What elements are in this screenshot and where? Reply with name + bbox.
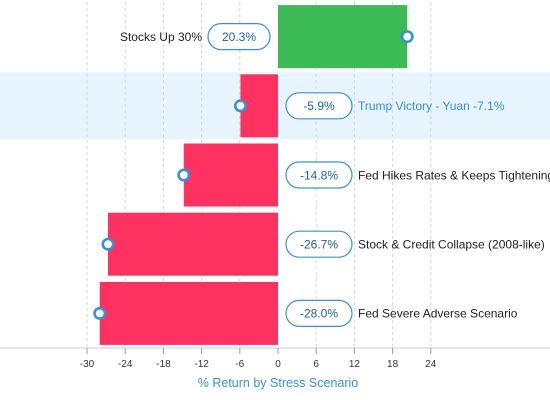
category-label: Trump Victory - Yuan -7.1% <box>358 99 505 113</box>
x-axis-title: % Return by Stress Scenario <box>198 376 359 390</box>
markers-layer <box>93 30 414 320</box>
x-tick-label: -6 <box>235 359 244 370</box>
value-label-pill <box>285 230 353 258</box>
value-label: 20.3% <box>222 30 256 44</box>
labels-layer: 20.3% Stocks Up 30% -5.9% Trump Victory - Y… <box>120 23 550 327</box>
value-label-pill <box>285 299 353 327</box>
category-label: Fed Severe Adverse Scenario <box>358 307 518 321</box>
x-tick-label: -30 <box>80 359 95 370</box>
x-axis: -30 -24 -18 -12 -6 0 6 12 18 24 <box>0 347 550 370</box>
value-label: -5.9% <box>303 99 335 113</box>
bars-layer <box>99 5 408 345</box>
bar-end-marker <box>177 168 191 182</box>
bar <box>99 281 278 345</box>
bar <box>108 212 278 276</box>
x-tick-label: 6 <box>313 359 319 370</box>
x-tick-label: -12 <box>194 359 209 370</box>
value-label-pill <box>207 23 271 51</box>
x-tick-label: 18 <box>387 359 399 370</box>
bar-end-marker <box>400 30 414 44</box>
x-tick-label: 24 <box>425 359 437 370</box>
value-label: -28.0% <box>300 307 338 321</box>
category-label: Stocks Up 30% <box>120 30 202 44</box>
category-label: Fed Hikes Rates & Keeps Tightening <box>358 168 550 182</box>
bar-end-marker <box>233 99 247 113</box>
bar-end-marker <box>93 306 107 320</box>
value-label: -14.8% <box>300 168 338 182</box>
category-label: Stock & Credit Collapse (2008-like) <box>358 238 545 252</box>
value-label-pill <box>285 92 353 120</box>
x-tick-label: -18 <box>156 359 171 370</box>
bar <box>183 143 278 207</box>
x-tick-label: -24 <box>118 359 133 370</box>
value-label-pill <box>285 161 353 189</box>
x-tick-label: 0 <box>275 359 281 370</box>
x-tick-label: 12 <box>349 359 361 370</box>
bar <box>278 5 408 69</box>
bar-end-marker <box>101 237 115 251</box>
value-label: -26.7% <box>300 238 338 252</box>
